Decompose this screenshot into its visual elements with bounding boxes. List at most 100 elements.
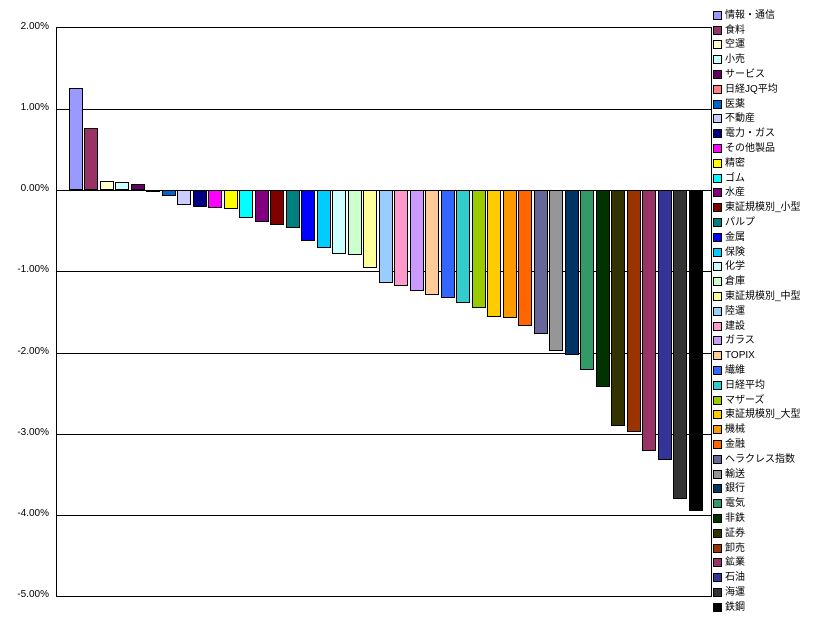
legend-label: 金属 <box>725 231 745 243</box>
bar-金属 <box>301 190 315 241</box>
legend-swatch-icon <box>713 380 722 390</box>
legend-item: 日経JQ平均 <box>713 82 801 97</box>
bar-輸送 <box>549 190 563 351</box>
legend-label: 保険 <box>725 246 745 258</box>
legend-label: 繊維 <box>725 365 745 377</box>
legend-label: 金融 <box>725 439 745 450</box>
legend: 情報・通信 食料 空運 小売 サービス 日経JQ平均 医薬 不動産 電力・ガス その他製品 精密 ゴム… <box>713 8 801 615</box>
legend-swatch-icon <box>713 247 722 257</box>
legend-label: 倉庫 <box>725 276 745 288</box>
legend-item: 水産 <box>713 186 801 201</box>
legend-item: 電力・ガス <box>713 126 801 141</box>
legend-item: パルプ <box>713 215 801 230</box>
legend-item: 保険 <box>713 245 801 260</box>
legend-label: 石油 <box>725 572 745 584</box>
legend-item: 医薬 <box>713 97 801 112</box>
y-tick-label: -4.00% <box>17 508 49 519</box>
legend-item: TOPIX <box>713 348 801 363</box>
legend-item: 輸送 <box>713 467 801 482</box>
legend-swatch-icon <box>713 292 722 302</box>
bar-東証規模別_小型 <box>270 190 284 225</box>
legend-item: 日経平均 <box>713 378 801 393</box>
legend-label: 食料 <box>725 24 745 36</box>
y-tick-label: -3.00% <box>17 427 49 438</box>
legend-item: 電気 <box>713 496 801 511</box>
legend-item: 不動産 <box>713 112 801 127</box>
legend-swatch-icon <box>713 410 722 420</box>
gridline-1.00% <box>57 109 711 110</box>
plot-area <box>56 27 712 597</box>
legend-item: 機械 <box>713 422 801 437</box>
legend-label: 海運 <box>725 586 745 598</box>
gridline--4.00% <box>57 515 711 516</box>
legend-item: 小売 <box>713 52 801 67</box>
bar-医薬 <box>162 190 176 196</box>
legend-item: 鉱業 <box>713 555 801 570</box>
y-tick-label: 1.00% <box>20 102 49 113</box>
legend-label: その他製品 <box>725 143 775 155</box>
legend-label: 医薬 <box>725 98 745 110</box>
legend-item: 陸運 <box>713 304 801 319</box>
bar-繊維 <box>441 190 455 298</box>
bar-非鉄 <box>596 190 610 387</box>
legend-swatch-icon <box>713 395 722 405</box>
legend-swatch-icon <box>713 587 722 597</box>
bar-TOPIX <box>425 190 439 295</box>
legend-label: ヘラクレス指数 <box>725 453 795 465</box>
bar-空運 <box>100 181 114 190</box>
legend-label: 卸売 <box>725 542 745 554</box>
legend-item: サービス <box>713 67 801 82</box>
bar-鉄鋼 <box>689 190 703 511</box>
legend-label: ゴム <box>725 172 745 184</box>
y-tick-label: -5.00% <box>17 589 49 600</box>
legend-item: 海運 <box>713 585 801 600</box>
bar-マザーズ <box>472 190 486 308</box>
legend-item: 証券 <box>713 526 801 541</box>
legend-label: 日経JQ平均 <box>725 83 778 95</box>
bar-日経JQ平均 <box>146 190 160 192</box>
legend-swatch-icon <box>713 440 722 449</box>
bar-保険 <box>317 190 331 248</box>
legend-label: サービス <box>725 69 765 81</box>
legend-label: 小売 <box>725 54 745 66</box>
gridline--3.00% <box>57 434 711 435</box>
legend-label: 東証規模別_小型 <box>725 202 801 214</box>
bar-東証規模別_大型 <box>487 190 501 317</box>
bar-日経平均 <box>456 190 470 303</box>
legend-item: 空運 <box>713 38 801 53</box>
legend-item: 東証規模別_中型 <box>713 289 801 304</box>
legend-item: その他製品 <box>713 141 801 156</box>
y-tick-label: 0.00% <box>20 183 49 194</box>
bar-陸運 <box>379 190 393 283</box>
bar-機械 <box>503 190 517 318</box>
bar-パルプ <box>286 190 300 228</box>
legend-swatch-icon <box>713 203 722 213</box>
legend-item: 東証規模別_小型 <box>713 200 801 215</box>
legend-item: 情報・通信 <box>713 8 801 23</box>
y-tick-label: -1.00% <box>17 264 49 275</box>
legend-label: 建設 <box>725 320 745 332</box>
legend-item: ヘラクレス指数 <box>713 452 801 467</box>
legend-label: 水産 <box>725 187 745 199</box>
legend-swatch-icon <box>713 25 722 35</box>
legend-label: 日経平均 <box>725 379 765 391</box>
bar-証券 <box>611 190 625 426</box>
legend-swatch-icon <box>713 10 722 20</box>
legend-swatch-icon <box>713 188 722 198</box>
bar-小売 <box>115 182 129 190</box>
legend-label: マザーズ <box>725 394 765 406</box>
legend-item: 食料 <box>713 23 801 38</box>
legend-item: 非鉄 <box>713 511 801 526</box>
legend-label: 東証規模別_中型 <box>725 291 801 303</box>
legend-swatch-icon <box>713 129 722 139</box>
legend-label: 空運 <box>725 39 745 51</box>
legend-label: TOPIX <box>725 350 755 362</box>
legend-label: 鉄鋼 <box>725 601 745 613</box>
gridline--2.00% <box>57 353 711 354</box>
legend-label: 非鉄 <box>725 512 745 524</box>
y-tick-label: 2.00% <box>20 21 49 32</box>
bar-電力・ガス <box>193 190 207 207</box>
legend-swatch-icon <box>713 602 722 612</box>
bar-石油 <box>658 190 672 460</box>
